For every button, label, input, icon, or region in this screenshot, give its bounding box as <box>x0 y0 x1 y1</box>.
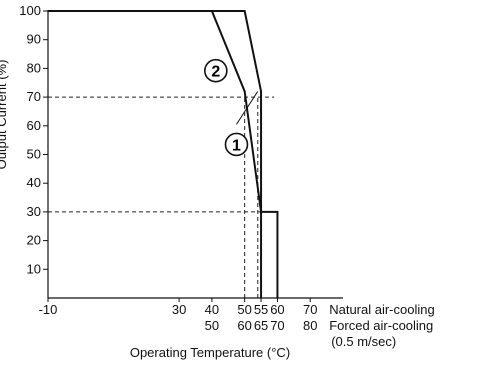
x-axis-natural-label: Natural air-cooling <box>329 302 435 317</box>
y-tick-label: 90 <box>27 32 41 47</box>
axes <box>47 10 343 299</box>
y-ticks: 10 20 30 40 50 60 70 80 90 100 <box>19 3 48 276</box>
reference-lines <box>48 96 275 298</box>
x-tick-label-natural: 40 <box>205 302 219 317</box>
marker-circle <box>224 132 249 157</box>
y-tick-label: 10 <box>27 261 41 276</box>
series-line-1 <box>48 10 279 298</box>
y-tick-label: 20 <box>27 233 41 248</box>
x-tick-label-forced: 60 <box>237 318 251 333</box>
x-tick-label-natural: 55 <box>254 302 268 317</box>
y-tick-label: 70 <box>27 89 41 104</box>
x-axis-label: Operating Temperature (°C) <box>130 345 290 360</box>
x-tick-label-forced: 50 <box>205 318 219 333</box>
x-tick-label-natural: 60 <box>270 302 284 317</box>
y-axis-label: Output Current (%) <box>0 60 9 170</box>
marker-number: 1 <box>232 137 241 154</box>
x-tick-label-natural: 70 <box>303 302 317 317</box>
x-tick-label-forced: 70 <box>270 318 284 333</box>
marker-number: 2 <box>211 64 220 81</box>
y-tick-label: 80 <box>27 60 41 75</box>
x-tick-label-natural: 50 <box>237 302 251 317</box>
y-tick-label: 50 <box>27 147 41 162</box>
x-tick-label-forced: 65 <box>254 318 268 333</box>
x-tick-label-forced: 80 <box>303 318 317 333</box>
marker-leader-line <box>236 91 259 125</box>
series-line-2 <box>48 10 263 298</box>
y-tick-label: 40 <box>27 175 41 190</box>
marker-circle <box>204 58 228 83</box>
series <box>48 10 279 298</box>
x-axis-forced-label: Forced air-cooling <box>329 318 433 333</box>
series-marker-1: 1 <box>224 91 259 157</box>
forced-air-note: (0.5 m/sec) <box>331 334 396 349</box>
series-markers: 12 <box>204 58 259 157</box>
y-tick-label: 100 <box>19 3 41 18</box>
x-tick-label-natural: 30 <box>172 302 186 317</box>
series-marker-2: 2 <box>204 58 228 83</box>
x-tick-label-natural: -10 <box>39 302 58 317</box>
y-tick-label: 60 <box>27 118 41 133</box>
y-tick-label: 30 <box>27 204 41 219</box>
